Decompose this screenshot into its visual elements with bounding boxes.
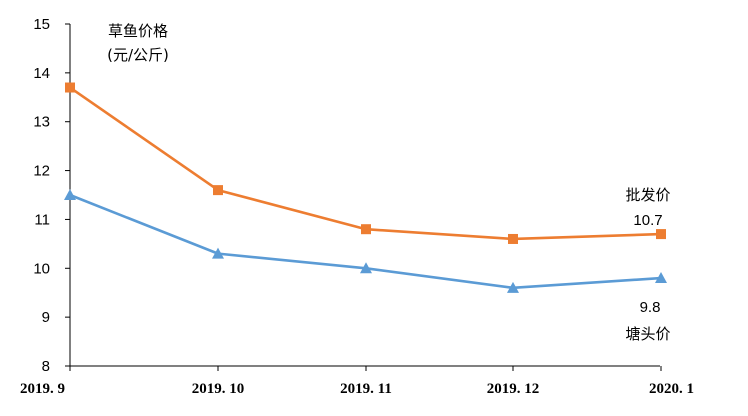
y-tick-label: 14 xyxy=(33,65,50,82)
y-tick-label: 10 xyxy=(33,260,50,277)
x-tick-label: 2019. 10 xyxy=(192,381,245,397)
series-label-wholesale: 批发价 xyxy=(625,186,670,204)
x-tick-label: 2020. 1 xyxy=(649,381,694,397)
x-tick-label: 2019. 12 xyxy=(487,381,540,397)
axes xyxy=(69,24,660,367)
series-layer xyxy=(64,82,667,293)
series-label-pond: 塘头价 xyxy=(625,325,670,343)
data-point-pond xyxy=(360,262,372,274)
y-ticks: 8 9 10 11 12 13 14 15 xyxy=(33,16,70,375)
data-point-wholesale xyxy=(213,185,223,196)
y-tick-label: 12 xyxy=(33,163,50,180)
data-point-pond xyxy=(64,189,76,200)
data-point-wholesale xyxy=(361,224,371,235)
y-tick-label: 11 xyxy=(34,211,50,228)
x-tick-label: 2019. 9 xyxy=(20,381,65,397)
series-line-pond xyxy=(69,193,662,290)
y-tick-label: 8 xyxy=(42,358,50,375)
series-line-wholesale xyxy=(69,86,662,241)
y-axis-label-line1: 草鱼价格 xyxy=(108,22,168,40)
y-axis-label-line2: (元/公斤) xyxy=(107,46,169,64)
y-tick-label: 13 xyxy=(33,114,50,131)
data-point-wholesale xyxy=(65,82,75,93)
data-label-wholesale-end: 10.7 xyxy=(633,212,662,229)
y-tick-label: 15 xyxy=(33,16,50,33)
data-point-pond xyxy=(212,247,224,259)
data-point-pond xyxy=(507,281,519,293)
data-label-pond-end: 9.8 xyxy=(640,299,661,316)
data-point-wholesale xyxy=(508,233,518,244)
data-point-pond xyxy=(655,272,667,284)
x-ticks: 2019. 9 2019. 10 2019. 11 2019. 12 2020. 1 xyxy=(20,366,694,397)
y-tick-label: 9 xyxy=(42,309,50,326)
data-point-wholesale xyxy=(656,229,666,240)
x-tick-label: 2019. 11 xyxy=(340,381,392,397)
